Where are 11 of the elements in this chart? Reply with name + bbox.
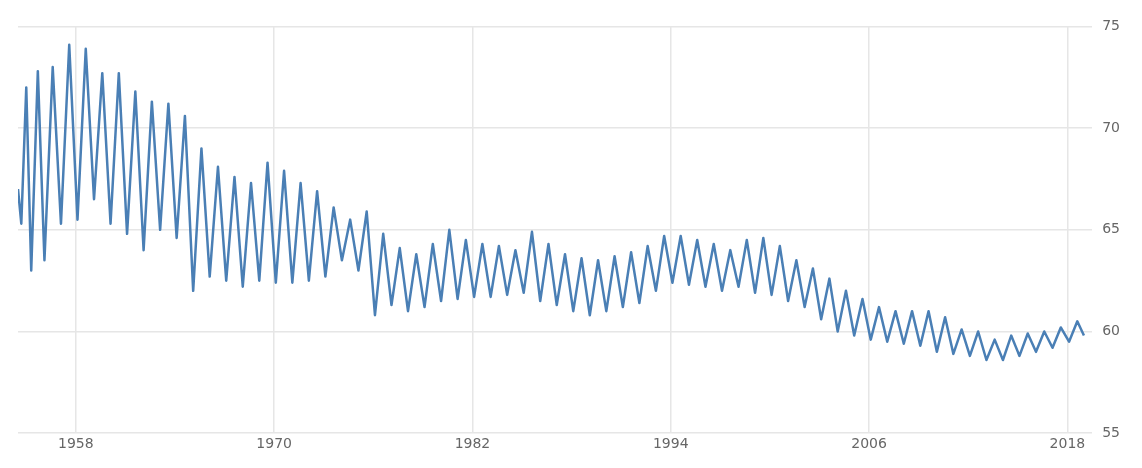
- x-tick-label: 1982: [454, 435, 491, 452]
- y-tick-label: 55: [1102, 423, 1121, 440]
- y-tick-label: 70: [1102, 118, 1121, 135]
- x-tick-label: 1970: [256, 435, 292, 452]
- x-tick-label: 1958: [58, 435, 94, 452]
- x-tick-label: 1994: [652, 435, 689, 452]
- y-tick-label: 65: [1102, 220, 1121, 237]
- y-tick-label: 60: [1102, 322, 1121, 339]
- x-tick-label: 2018: [1049, 435, 1086, 452]
- y-tick-label: 75: [1102, 17, 1121, 34]
- x-tick-label: 2006: [851, 435, 887, 452]
